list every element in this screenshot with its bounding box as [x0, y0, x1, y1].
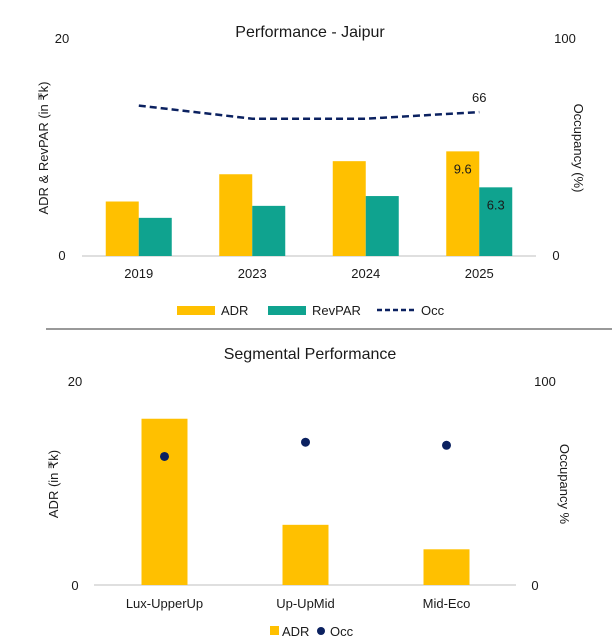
occ-line [138, 104, 480, 120]
chart1-legend-adr-swatch [177, 306, 215, 315]
chart1-legend-occ-label: Occ [421, 303, 445, 318]
occ-point-Up-UpMid [301, 437, 310, 447]
chart2-y2-tick-top: 100 [534, 374, 556, 389]
chart2-x-tick-Lux-UpperUp: Lux-UpperUp [126, 596, 203, 611]
chart2-y-tick-zero: 0 [71, 578, 78, 593]
chart1-ylabel: ADR & RevPAR (in ₹k) [36, 82, 51, 215]
chart2-legend-occ-marker [317, 627, 325, 635]
revpar-bar-2024 [365, 196, 399, 256]
revpar-data-label-2025: 6.3 [487, 197, 505, 212]
adr-bar-Up-UpMid [282, 524, 329, 585]
chart2-y2-tick-zero: 0 [531, 578, 538, 593]
chart1-legend-revpar-swatch [268, 306, 306, 315]
revpar-bar-2023 [252, 205, 286, 256]
adr-bar-2024 [332, 161, 366, 256]
adr-bar-2019 [105, 201, 139, 256]
chart1-x-tick-2019: 2019 [124, 266, 153, 281]
chart1-y2label: Occupancy (%) [571, 104, 586, 193]
occ-point-Lux-UpperUp [160, 451, 169, 461]
revpar-bar-2025 [479, 187, 513, 256]
chart1-y-tick-zero: 0 [58, 248, 65, 263]
chart1-legend-revpar-label: RevPAR [312, 303, 361, 318]
revpar-bar-2019 [138, 217, 172, 256]
chart1-x-tick-2025: 2025 [465, 266, 494, 281]
chart1-y2-tick-zero: 0 [552, 248, 559, 263]
chart2-x-tick-Mid-Eco: Mid-Eco [423, 596, 471, 611]
chart2-y2label: Occupancy % [557, 444, 572, 525]
chart2-ylabel: ADR (in ₹k) [46, 450, 61, 518]
chart1-x-tick-2023: 2023 [238, 266, 267, 281]
chart2-title: Segmental Performance [224, 346, 397, 363]
occ-data-label-2025: 66 [472, 90, 486, 105]
chart1-y-tick-top: 20 [55, 31, 69, 46]
chart1-legend-adr-label: ADR [221, 303, 248, 318]
adr-data-label-2025: 9.6 [454, 161, 472, 176]
chart1-x-tick-2024: 2024 [351, 266, 380, 281]
adr-bar-Mid-Eco [423, 549, 470, 585]
occ-point-Mid-Eco [442, 440, 451, 450]
chart2-x-tick-Up-UpMid: Up-UpMid [276, 596, 335, 611]
chart2-y-tick-top: 20 [68, 374, 82, 389]
adr-bar-2023 [219, 174, 253, 256]
adr-bar-2025 [446, 151, 480, 256]
chart2-legend-adr-label: ADR [282, 624, 309, 639]
adr-bar-Lux-UpperUp [141, 418, 188, 585]
chart2-legend-occ-label: Occ [330, 624, 354, 639]
chart1-y2-tick-top: 100 [554, 31, 576, 46]
chart1-title: Performance - Jaipur [235, 24, 385, 41]
chart2-marks: Lux-UpperUp Up-UpMid Mid-Eco [126, 418, 471, 611]
chart2-legend-adr-swatch [270, 626, 279, 635]
chart1-marks: 2019 2023 2024 2025 9.6 6.3 66 [105, 90, 513, 281]
